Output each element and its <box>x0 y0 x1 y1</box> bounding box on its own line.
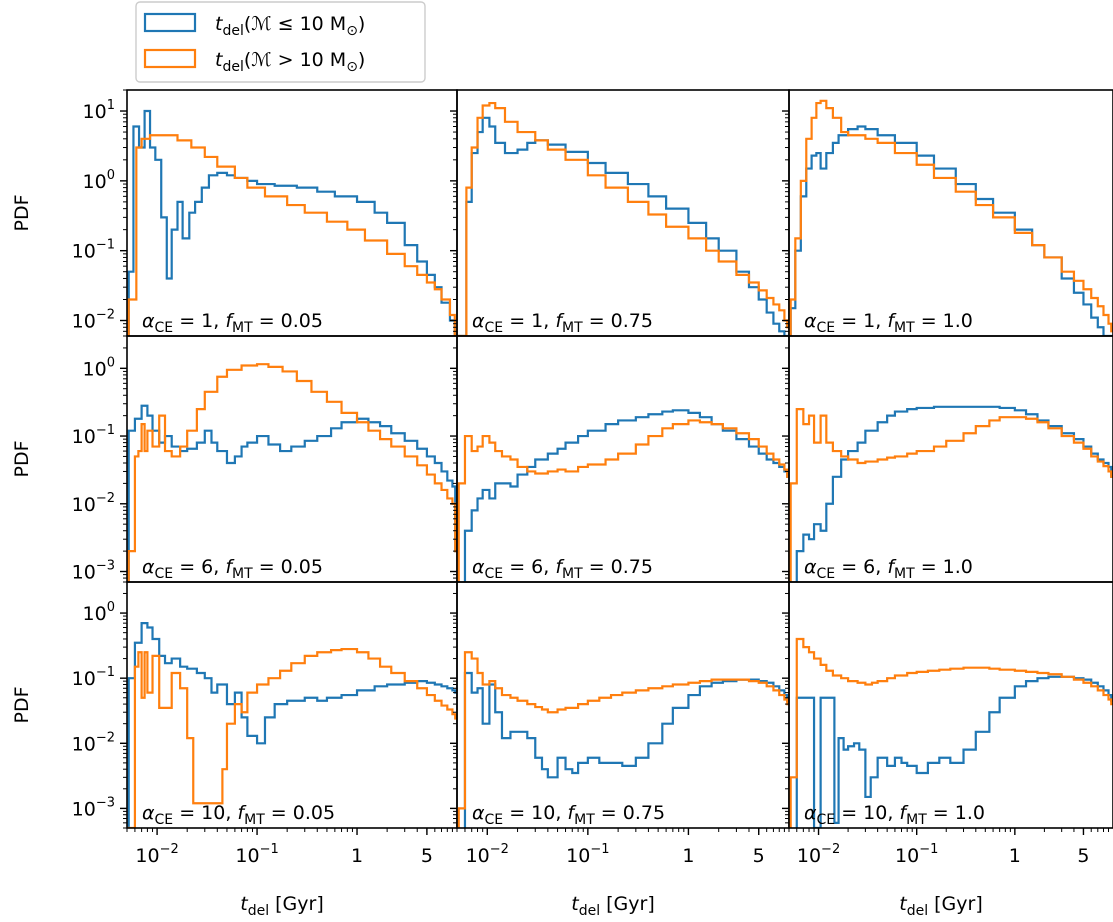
panel-r2-c1: 100 10−1 10−2 10−3 αCE = 6, fMT = 0.05 <box>72 335 458 584</box>
x-tick-label: 5 <box>421 845 433 867</box>
legend-swatch-high-mass <box>143 48 197 69</box>
panel-frame <box>788 335 1113 583</box>
legend-swatch-low-mass <box>143 12 197 33</box>
x-axis-label: tdel [Gyr] <box>571 893 655 919</box>
panel-frame <box>788 89 1113 337</box>
panel-annotation: αCE = 1, fMT = 1.0 <box>804 310 973 336</box>
x-tick-label: 10−2 <box>466 842 509 867</box>
panel-frame <box>456 581 790 829</box>
series-low-mass-line <box>795 675 1113 828</box>
series-high-mass-line <box>789 407 1113 582</box>
x-tick-label: 10−2 <box>135 842 178 867</box>
x-axis-label: tdel [Gyr] <box>240 893 324 919</box>
x-tick-label: 5 <box>1077 845 1089 867</box>
panel-frame <box>126 335 458 583</box>
y-tick-label: 10−1 <box>72 423 115 448</box>
y-axis-label: PDF <box>11 440 33 477</box>
y-tick-label: 100 <box>83 600 115 625</box>
series-low-mass-line <box>457 116 789 336</box>
series-low-mass-line <box>127 404 457 582</box>
x-tick-label: 10−1 <box>566 842 609 867</box>
panel-r1-c2: αCE = 1, fMT = 0.75 <box>450 89 790 337</box>
x-tick-label: 10−1 <box>235 842 278 867</box>
panel-frame <box>788 581 1113 829</box>
legend-label: tdel(ℳ > 10 M⊙) <box>215 49 365 75</box>
panel-r3-c2: 10−2 10−1 1 5 tdel [Gyr] αCE = 10, fMT = 0.75 <box>450 581 790 919</box>
x-tick-label: 1 <box>1009 845 1021 867</box>
series-low-mass-line <box>463 671 789 828</box>
legend-label: tdel(ℳ ≤ 10 M⊙) <box>215 13 365 39</box>
panel-frame <box>456 335 790 583</box>
series-high-mass-line <box>457 651 789 828</box>
legend-box <box>135 1 426 83</box>
panel-annotation: αCE = 1, fMT = 0.75 <box>472 310 653 336</box>
series-high-mass-line <box>789 637 1113 828</box>
panel-r3-c1: 100 10−1 10−2 10−3 10−2 10−1 1 5 tdel [Gyr] αCE =… <box>72 581 458 919</box>
panel-annotation: αCE = 10, fMT = 0.75 <box>472 802 665 828</box>
series-high-mass-line <box>457 101 789 336</box>
series-high-mass-line <box>127 363 457 582</box>
panel-annotation: αCE = 6, fMT = 0.75 <box>472 556 653 582</box>
x-tick-label: 10−2 <box>797 842 840 867</box>
panel-frame <box>126 581 458 829</box>
series-low-mass-line <box>127 622 457 828</box>
series-low-mass-line <box>463 409 789 582</box>
panel-r3-c3: 10−2 10−1 1 5 tdel [Gyr] αCE = 10, fMT = 1.0 <box>782 581 1113 919</box>
series-high-mass-line <box>127 647 457 828</box>
x-tick-label: 1 <box>682 845 694 867</box>
panel-annotation: αCE = 1, fMT = 0.05 <box>142 310 323 336</box>
y-tick-label: 100 <box>83 355 115 380</box>
panel-r1-c3: αCE = 1, fMT = 1.0 <box>782 89 1113 337</box>
panel-annotation: αCE = 6, fMT = 0.05 <box>142 556 323 582</box>
y-tick-label: 10−1 <box>72 238 115 263</box>
series-low-mass-line <box>795 405 1113 582</box>
x-tick-label: 1 <box>351 845 363 867</box>
legend: tdel(ℳ ≤ 10 M⊙) tdel(ℳ > 10 M⊙) <box>135 1 426 83</box>
y-tick-label: 10−1 <box>72 665 115 690</box>
series-high-mass-line <box>789 99 1113 336</box>
panel-annotation: αCE = 6, fMT = 1.0 <box>804 556 973 582</box>
panel-r1-c1: 101 100 10−1 10−2 αCE = 1, fMT = 0.05 <box>72 89 458 337</box>
y-tick-label: 10−2 <box>72 730 115 755</box>
series-high-mass-line <box>127 134 457 336</box>
x-tick-label: 5 <box>753 845 765 867</box>
panel-annotation: αCE = 10, fMT = 1.0 <box>804 802 985 828</box>
y-tick-label: 100 <box>83 168 115 193</box>
y-tick-label: 10−2 <box>72 491 115 516</box>
y-tick-label: 10−3 <box>72 559 115 584</box>
panel-annotation: αCE = 10, fMT = 0.05 <box>142 802 335 828</box>
y-axis-label: PDF <box>11 686 33 723</box>
panel-frame <box>456 89 790 337</box>
y-axis-label: PDF <box>11 194 33 231</box>
y-tick-label: 101 <box>83 98 115 123</box>
panel-r2-c3: αCE = 6, fMT = 1.0 <box>782 335 1113 583</box>
x-axis-label: tdel [Gyr] <box>899 893 983 919</box>
y-tick-label: 10−3 <box>72 795 115 820</box>
series-low-mass-line <box>789 125 1113 336</box>
series-high-mass-line <box>457 419 789 582</box>
x-tick-label: 10−1 <box>895 842 938 867</box>
y-tick-label: 10−2 <box>72 308 115 333</box>
panel-r2-c2: αCE = 6, fMT = 0.75 <box>450 335 790 583</box>
